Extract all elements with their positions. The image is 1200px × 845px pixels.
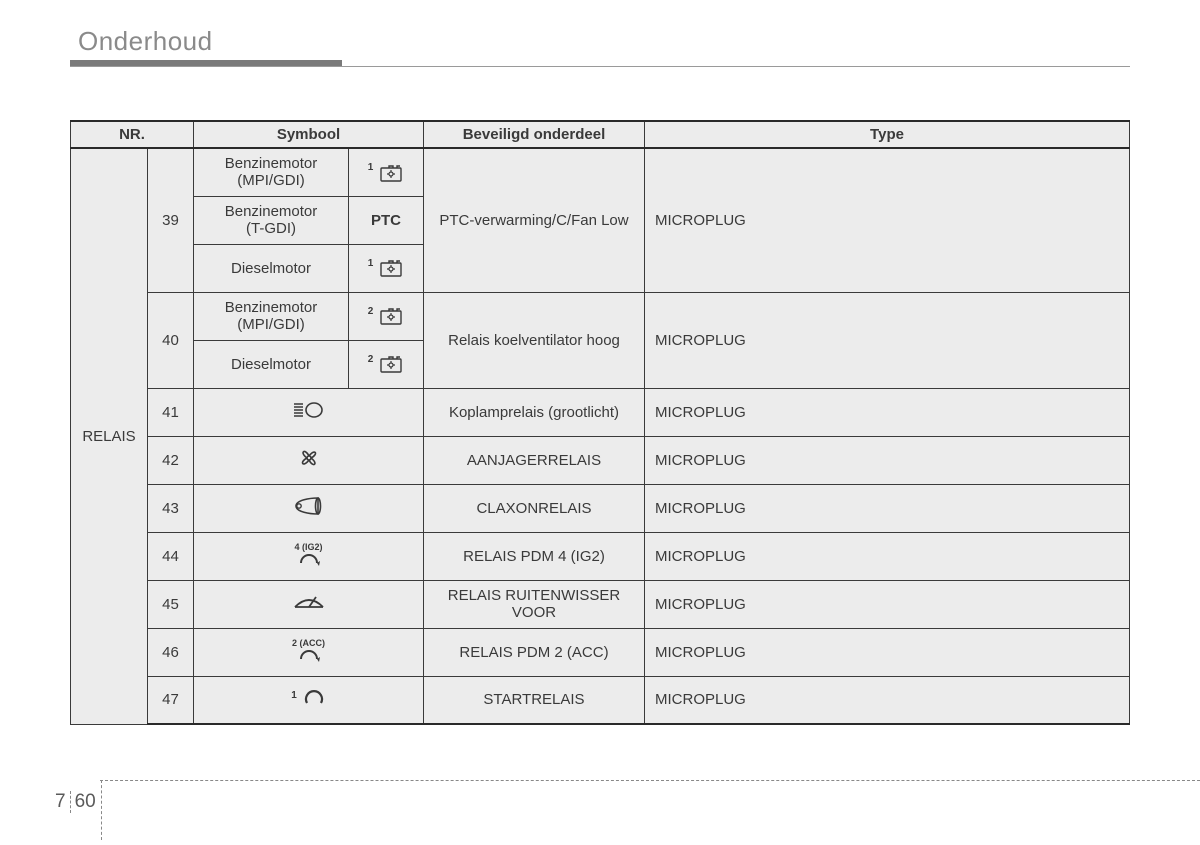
table-row: 40 Benzinemotor (MPI/GDI) 2 Relais koelv… xyxy=(71,292,1130,340)
cell-nr: 41 xyxy=(148,388,194,436)
cell-bev: PTC-verwarming/C/Fan Low xyxy=(424,148,645,292)
page-footer: 7 60 xyxy=(0,775,1200,805)
cell-type: MICROPLUG xyxy=(645,532,1130,580)
cell-bev: RELAIS PDM 4 (IG2) xyxy=(424,532,645,580)
cell-type: MICROPLUG xyxy=(645,580,1130,628)
cycle-open-icon xyxy=(302,690,326,710)
cell-symbol xyxy=(194,580,424,628)
cell-type: MICROPLUG xyxy=(645,628,1130,676)
cell-bev: Koplamprelais (grootlicht) xyxy=(424,388,645,436)
cell-bev: AANJAGERRELAIS xyxy=(424,436,645,484)
cell-engine: Benzinemotor (MPI/GDI) xyxy=(194,148,349,196)
cell-type: MICROPLUG xyxy=(645,436,1130,484)
cell-bev: RELAIS RUITENWISSERVOOR xyxy=(424,580,645,628)
cell-nr: 44 xyxy=(148,532,194,580)
section-title: Onderhoud xyxy=(78,26,1130,57)
table-row: 44 4 (IG2) RELAIS PDM 4 (IG2) MICROPLUG xyxy=(71,532,1130,580)
horn-icon xyxy=(292,496,326,516)
table-row: 43 CLAXONRELAIS MICROPLUG xyxy=(71,484,1130,532)
cell-symbol: 1 xyxy=(349,148,424,196)
puzzle-icon xyxy=(378,354,404,374)
relay-table: NR. Symbool Beveiligd onderdeel Type REL… xyxy=(70,120,1130,725)
cell-symbol xyxy=(194,388,424,436)
cell-bev: RELAIS PDM 2 (ACC) xyxy=(424,628,645,676)
cell-symbol: 2 (ACC) xyxy=(194,628,424,676)
puzzle-icon xyxy=(378,258,404,278)
table-row: 42 AANJAGERRELAIS MICROPLUG xyxy=(71,436,1130,484)
table-row: RELAIS 39 Benzinemotor (MPI/GDI) 1 PTC-v… xyxy=(71,148,1130,196)
cell-bev: Relais koelventilator hoog xyxy=(424,292,645,388)
puzzle-icon xyxy=(378,306,404,326)
cell-nr: 47 xyxy=(148,676,194,724)
group-label: RELAIS xyxy=(71,148,148,724)
cell-symbol: 2 xyxy=(349,340,424,388)
cell-symbol: 2 xyxy=(349,292,424,340)
col-symbool: Symbool xyxy=(194,121,424,148)
cycle-icon xyxy=(297,552,321,570)
cell-symbol: 1 xyxy=(194,676,424,724)
headlight-icon xyxy=(292,399,326,421)
table-row: 47 1 STARTRELAIS MICROPLUG xyxy=(71,676,1130,724)
wiper-icon xyxy=(291,591,327,613)
cell-symbol: 4 (IG2) xyxy=(194,532,424,580)
cell-type: MICROPLUG xyxy=(645,292,1130,388)
cell-symbol: 1 xyxy=(349,244,424,292)
cell-nr: 45 xyxy=(148,580,194,628)
cell-type: MICROPLUG xyxy=(645,676,1130,724)
cell-nr: 39 xyxy=(148,148,194,292)
cell-type: MICROPLUG xyxy=(645,484,1130,532)
title-rule xyxy=(70,60,1130,72)
cell-nr: 40 xyxy=(148,292,194,388)
cell-engine: Dieselmotor xyxy=(194,244,349,292)
cell-bev: STARTRELAIS xyxy=(424,676,645,724)
puzzle-icon xyxy=(378,163,404,183)
cell-engine: Benzinemotor (MPI/GDI) xyxy=(194,292,349,340)
cell-type: MICROPLUG xyxy=(645,148,1130,292)
cell-engine: Benzinemotor (T-GDI) xyxy=(194,196,349,244)
cell-nr: 46 xyxy=(148,628,194,676)
cell-symbol xyxy=(194,484,424,532)
cell-nr: 43 xyxy=(148,484,194,532)
col-bev: Beveiligd onderdeel xyxy=(424,121,645,148)
cell-type: MICROPLUG xyxy=(645,388,1130,436)
fan-icon xyxy=(296,446,322,470)
cell-engine: Dieselmotor xyxy=(194,340,349,388)
table-header-row: NR. Symbool Beveiligd onderdeel Type xyxy=(71,121,1130,148)
cycle-icon xyxy=(297,648,321,666)
table-row: 46 2 (ACC) RELAIS PDM 2 (ACC) MICROPLUG xyxy=(71,628,1130,676)
table-row: 45 RELAIS RUITENWISSERVOOR MICROPLUG xyxy=(71,580,1130,628)
page-number: 7 60 xyxy=(55,791,96,813)
col-type: Type xyxy=(645,121,1130,148)
table-row: 41 Koplamprelais (grootlicht) MICROPLUG xyxy=(71,388,1130,436)
cell-symbol xyxy=(194,436,424,484)
col-nr: NR. xyxy=(71,121,194,148)
cell-symbol: PTC xyxy=(349,196,424,244)
cell-bev: CLAXONRELAIS xyxy=(424,484,645,532)
cell-nr: 42 xyxy=(148,436,194,484)
